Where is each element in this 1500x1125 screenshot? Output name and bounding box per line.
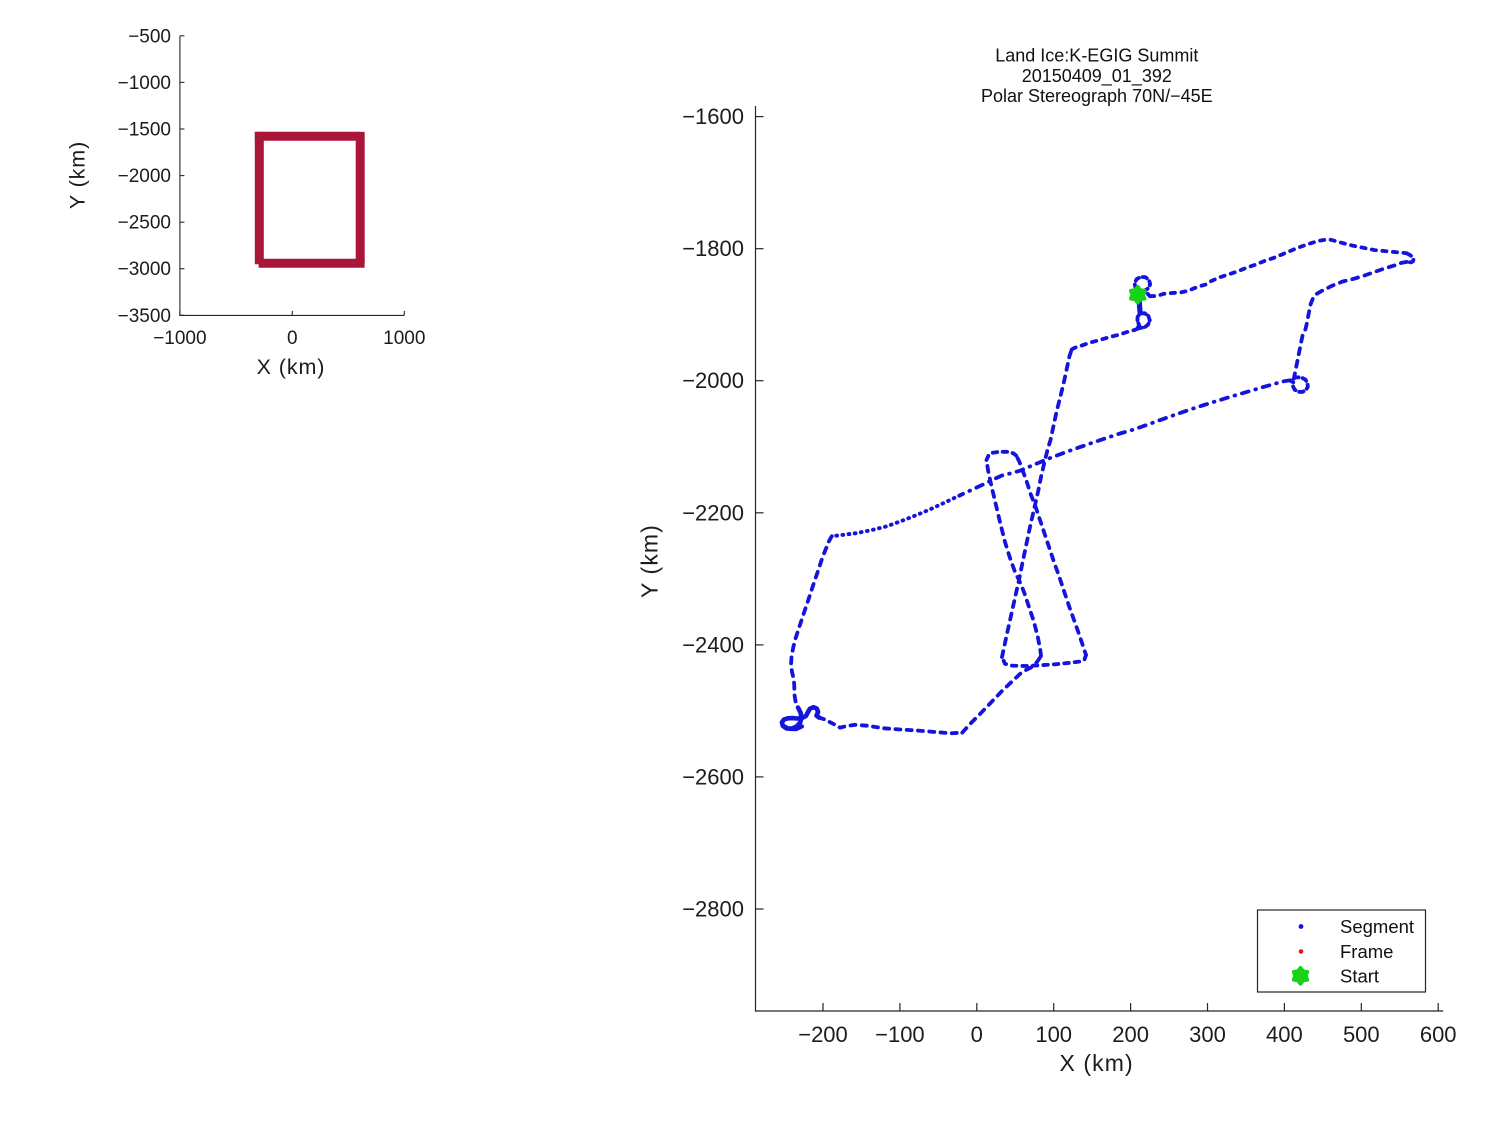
- svg-text:−200: −200: [798, 1022, 848, 1047]
- svg-text:X (km): X (km): [1059, 1050, 1133, 1076]
- svg-text:−500: −500: [128, 26, 171, 47]
- svg-text:−2800: −2800: [682, 897, 744, 922]
- svg-text:Polar Stereograph 70N/−45E: Polar Stereograph 70N/−45E: [981, 86, 1213, 106]
- svg-text:600: 600: [1420, 1022, 1457, 1047]
- svg-text:−2400: −2400: [682, 632, 744, 657]
- svg-text:100: 100: [1035, 1022, 1072, 1047]
- svg-text:−2200: −2200: [682, 500, 744, 525]
- svg-text:−1800: −1800: [682, 236, 744, 261]
- svg-text:−100: −100: [875, 1022, 925, 1047]
- svg-text:−1000: −1000: [153, 328, 206, 349]
- svg-text:−2000: −2000: [118, 166, 171, 187]
- svg-text:Land Ice:K-EGIG Summit: Land Ice:K-EGIG Summit: [995, 46, 1198, 66]
- svg-text:−3000: −3000: [118, 259, 171, 280]
- svg-text:0: 0: [971, 1022, 983, 1047]
- svg-text:20150409_01_392: 20150409_01_392: [1022, 66, 1172, 87]
- svg-text:400: 400: [1266, 1022, 1303, 1047]
- svg-text:X (km): X (km): [257, 355, 326, 379]
- svg-text:300: 300: [1189, 1022, 1226, 1047]
- svg-text:Y (km): Y (km): [66, 141, 90, 209]
- svg-text:−2000: −2000: [682, 368, 744, 393]
- svg-text:200: 200: [1112, 1022, 1149, 1047]
- svg-text:Segment: Segment: [1340, 916, 1414, 937]
- svg-text:Frame: Frame: [1340, 941, 1393, 962]
- svg-text:500: 500: [1343, 1022, 1380, 1047]
- svg-text:−2600: −2600: [682, 764, 744, 789]
- svg-text:−2500: −2500: [118, 213, 171, 234]
- svg-text:Y (km): Y (km): [637, 524, 663, 598]
- svg-text:Start: Start: [1340, 966, 1379, 987]
- svg-text:−1000: −1000: [118, 73, 171, 94]
- svg-text:1000: 1000: [383, 328, 425, 349]
- svg-text:−3500: −3500: [118, 306, 171, 327]
- svg-text:−1600: −1600: [682, 104, 744, 129]
- svg-text:0: 0: [287, 328, 298, 349]
- svg-text:−1500: −1500: [118, 120, 171, 141]
